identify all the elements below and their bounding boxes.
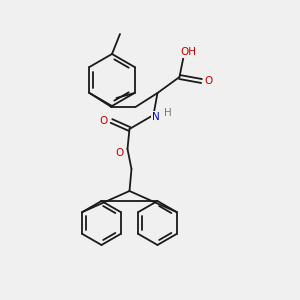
Text: H: H	[164, 108, 171, 118]
Text: N: N	[152, 112, 159, 122]
Text: O: O	[204, 76, 213, 86]
Text: O: O	[99, 116, 108, 126]
Text: OH: OH	[181, 47, 196, 57]
Text: O: O	[116, 148, 124, 158]
